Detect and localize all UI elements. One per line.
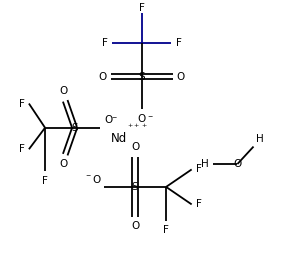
Text: $^{-}$: $^{-}$ <box>147 113 154 122</box>
Text: F: F <box>176 38 181 48</box>
Text: F: F <box>196 199 201 209</box>
Text: O: O <box>104 115 112 125</box>
Text: O: O <box>99 72 107 82</box>
Text: H: H <box>256 134 264 144</box>
Text: F: F <box>102 38 108 48</box>
Text: O: O <box>93 175 101 185</box>
Text: F: F <box>196 164 201 175</box>
Text: F: F <box>139 4 145 13</box>
Text: O: O <box>177 72 185 82</box>
Text: S: S <box>71 123 78 133</box>
Text: $^{-}$: $^{-}$ <box>85 172 92 181</box>
Text: S: S <box>139 72 145 82</box>
Text: Nd: Nd <box>111 132 127 145</box>
Text: H: H <box>201 159 209 169</box>
Text: O: O <box>60 86 68 96</box>
Text: F: F <box>19 144 25 154</box>
Text: O: O <box>131 143 139 153</box>
Text: F: F <box>19 99 25 108</box>
Text: O: O <box>60 159 68 169</box>
Text: O: O <box>233 159 241 169</box>
Text: O: O <box>131 221 139 231</box>
Text: F: F <box>42 176 48 186</box>
Text: $^{+++}$: $^{+++}$ <box>127 123 148 132</box>
Text: O: O <box>138 114 146 124</box>
Text: S: S <box>132 182 139 192</box>
Text: $^{-}$: $^{-}$ <box>111 113 118 122</box>
Text: F: F <box>163 225 169 235</box>
